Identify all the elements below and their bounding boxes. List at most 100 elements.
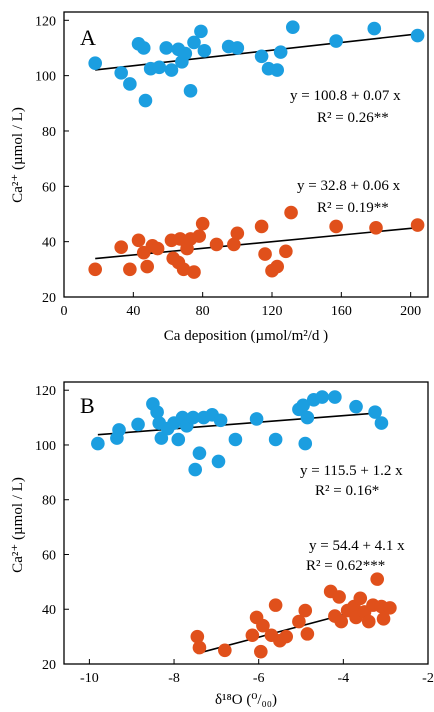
panel-a-x-tick-label: 80: [196, 304, 210, 319]
panel-a-point-orange: [187, 265, 201, 279]
panel-b-points: [91, 390, 397, 659]
panel-b-point-orange: [370, 572, 385, 586]
panel-b-y-tick-label: 40: [42, 603, 56, 618]
panel-b-y-tick-label: 80: [42, 494, 56, 509]
panel-a-point-orange: [192, 229, 206, 243]
panel-b-point-blue: [298, 436, 313, 451]
panel-b-y-tick-label: 120: [35, 384, 56, 399]
panel-a-point-orange: [254, 219, 269, 234]
panel-b-point-blue: [211, 454, 226, 469]
panel-a-x-tick-label: 120: [262, 304, 283, 319]
panel-a-point-blue: [88, 56, 102, 70]
panel-a-point-orange: [150, 241, 165, 256]
panel-a-point-blue: [230, 41, 245, 55]
panel-b-x-tick-label: -6: [253, 671, 265, 686]
panel-a-point-blue: [183, 84, 198, 98]
panel-a-point-orange: [227, 237, 241, 252]
panel-a-point-orange: [173, 232, 187, 246]
panel-b-point-blue: [131, 417, 145, 432]
panel-a-y-tick-label: 20: [42, 291, 56, 306]
panel-a-point-blue: [273, 45, 288, 59]
panel-a-x-tick-label: 200: [400, 304, 421, 319]
panel-a-label: A: [80, 25, 96, 50]
panel-b-point-orange: [254, 644, 268, 659]
panel-a-y-tick-label: 120: [35, 14, 56, 29]
panel-a-point-blue: [123, 77, 137, 91]
panel-b-point-orange: [332, 590, 346, 604]
panel-b-point-blue: [315, 390, 329, 404]
panel-a-point-blue: [329, 34, 343, 48]
panel-b-point-orange: [383, 601, 397, 615]
panel-b-ticks: -10 -8 -6 -4 -2 20 40 60 80 100 120: [35, 384, 434, 686]
panel-b-point-blue: [328, 390, 342, 404]
panel-a-x-tick-label: 160: [331, 304, 352, 319]
panel-b-y-tick-label: 100: [35, 439, 56, 454]
panel-a-point-blue: [159, 41, 174, 55]
panel-a-equation-orange: y = 32.8 + 0.06 x: [297, 178, 401, 194]
panel-b-point-blue: [188, 462, 203, 477]
panel-a-point-orange: [369, 221, 383, 235]
panel-a-point-blue: [114, 66, 128, 80]
panel-a-y-tick-label: 80: [42, 125, 56, 140]
panel-a-point-blue: [254, 49, 269, 64]
panel-b-point-blue: [296, 398, 310, 413]
panel-a-point-blue: [367, 21, 382, 36]
panel-a-point-orange: [140, 259, 154, 274]
panel-a-point-blue: [164, 63, 179, 77]
panel-b-point-orange: [218, 643, 232, 658]
panel-a-y-tick-label: 40: [42, 236, 56, 251]
panel-a-point-blue: [286, 20, 300, 35]
panel-b-x-tick-label: -4: [338, 671, 350, 686]
panel-a-r2-blue: R² = 0.26**: [317, 110, 389, 126]
panel-a-point-orange: [284, 205, 298, 220]
panel-a-r2-orange: R² = 0.19**: [317, 200, 389, 216]
panel-b-point-blue: [171, 432, 186, 447]
panel-b-equation-orange: y = 54.4 + 4.1 x: [309, 538, 405, 554]
panel-a-point-orange: [230, 226, 245, 241]
panel-b-point-orange: [292, 614, 306, 629]
panel-a-point-blue: [410, 28, 425, 43]
panel-a-point-blue: [136, 41, 151, 55]
panel-b-point-blue: [154, 431, 169, 445]
panel-b-point-orange: [334, 614, 349, 629]
panel-a-point-orange: [258, 247, 272, 261]
panel-b-frame: [63, 381, 429, 665]
panel-b-point-blue: [91, 436, 105, 451]
panel-b-point-blue: [374, 416, 389, 430]
panel-b-point-orange: [256, 618, 270, 633]
panel-b-point-orange: [245, 628, 260, 643]
panel-a-frame: [63, 11, 429, 298]
panel-b-point-orange: [279, 629, 294, 644]
panel-b-x-tick-label: -2: [422, 671, 434, 686]
panel-a-point-orange: [329, 219, 343, 234]
panel-a-point-orange: [123, 262, 137, 277]
panel-b-point-orange: [376, 612, 391, 626]
panel-b-label: B: [80, 393, 95, 418]
panel-a-point-blue: [194, 24, 208, 39]
panel-a: A 0 40 80 120 160 200 20 40 60 80 100 120 y = 100.8…: [10, 11, 429, 344]
panel-b-point-orange: [298, 603, 313, 618]
panel-a-y-tick-label: 60: [42, 180, 56, 195]
panel-b-r2-blue: R² = 0.16*: [315, 483, 379, 499]
panel-a-y-axis-label: Ca²⁺ (µmol / L): [10, 107, 26, 203]
panel-b-point-blue: [300, 410, 315, 425]
panel-b-point-blue: [112, 423, 126, 437]
panel-a-ticks: 0 40 80 120 160 200 20 40 60 80 100 120: [35, 14, 421, 319]
panel-b-point-blue: [213, 413, 228, 428]
panel-a-x-tick-label: 40: [126, 304, 140, 319]
panel-b-point-blue: [249, 412, 264, 426]
panel-a-point-orange: [88, 262, 102, 277]
panel-b-point-orange: [268, 598, 283, 612]
panel-a-point-orange: [410, 218, 425, 232]
panel-b-point-orange: [353, 591, 368, 606]
panel-a-point-orange: [131, 233, 146, 248]
panel-b-x-tick-label: -8: [168, 671, 180, 686]
panel-b-point-orange: [300, 627, 315, 641]
panel-a-point-blue: [138, 93, 153, 108]
panel-a-x-tick-label: 0: [61, 304, 68, 319]
panel-b-point-orange: [192, 640, 207, 655]
panel-b-equation-blue: y = 115.5 + 1.2 x: [300, 463, 403, 479]
panel-a-point-blue: [197, 43, 212, 58]
panel-b-y-axis-label: Ca²⁺ (µmol / L): [10, 477, 26, 573]
panel-b-point-blue: [268, 432, 283, 447]
